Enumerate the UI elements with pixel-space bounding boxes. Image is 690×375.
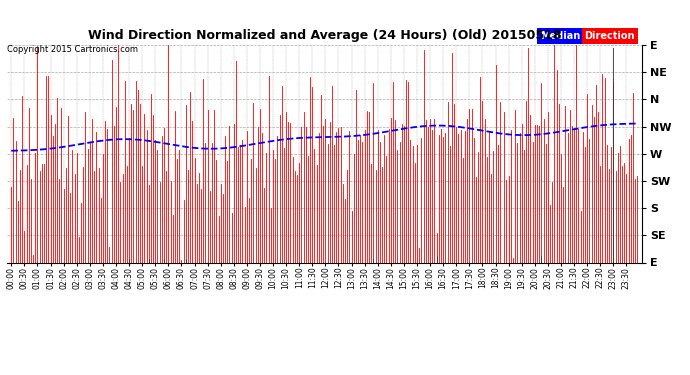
Title: Wind Direction Normalized and Average (24 Hours) (Old) 20150518: Wind Direction Normalized and Average (2… <box>88 30 561 42</box>
Text: Direction: Direction <box>584 31 635 41</box>
Text: Median: Median <box>540 31 580 41</box>
Text: Copyright 2015 Cartronics.com: Copyright 2015 Cartronics.com <box>7 45 138 54</box>
